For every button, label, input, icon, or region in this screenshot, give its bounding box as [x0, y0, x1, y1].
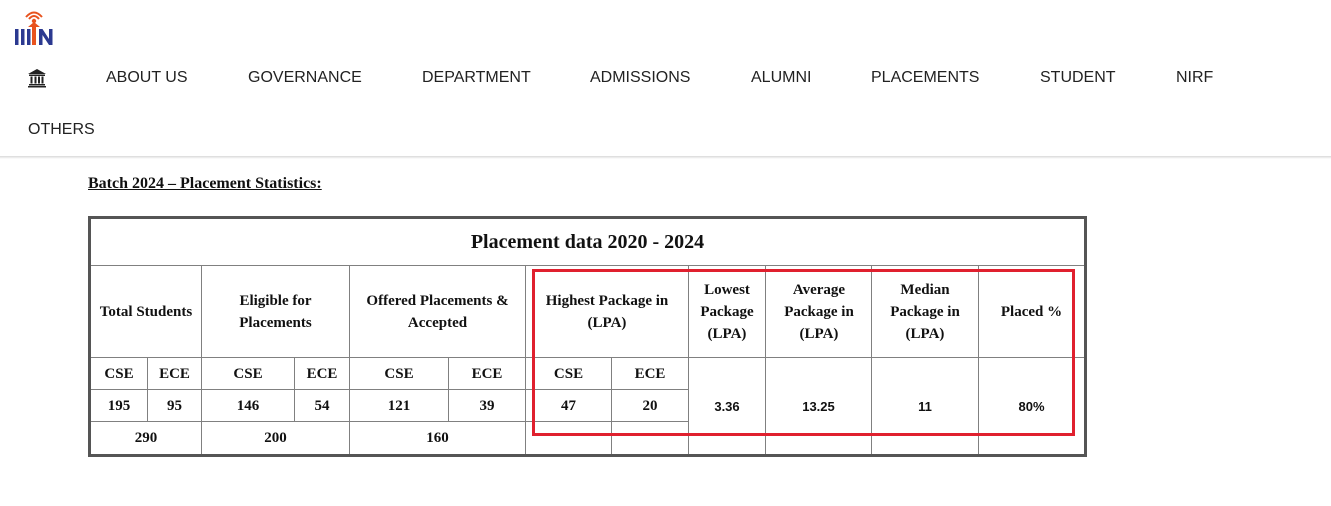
- table-line: [201, 265, 202, 454]
- value-lowest-package: 3.36: [714, 398, 740, 414]
- table-line: [91, 357, 1084, 358]
- nav-item-alumni[interactable]: ALUMNI: [751, 69, 812, 86]
- nav-item-placements[interactable]: PLACEMENTS: [871, 69, 980, 86]
- table-line: [525, 265, 526, 454]
- nav-item-nirf[interactable]: NIRF: [1176, 69, 1214, 86]
- header-highest-package: Highest Package in (LPA): [545, 292, 669, 331]
- nav-item-department[interactable]: DEPARTMENT: [422, 69, 531, 86]
- branch-ece: ECE: [159, 365, 190, 382]
- branch-ece: ECE: [471, 365, 503, 382]
- value-median-package: 11: [918, 398, 932, 414]
- value-highest-cse: 47: [561, 397, 576, 414]
- branch-cse: CSE: [104, 365, 134, 382]
- nav-item-admissions[interactable]: ADMISSIONS: [590, 69, 691, 86]
- value-eligible-cse: 146: [236, 397, 260, 414]
- nav-item-about-us[interactable]: ABOUT US: [106, 69, 188, 86]
- table-title: Placement data 2020 - 2024: [470, 231, 705, 253]
- header-placed-percent: Placed %: [1000, 303, 1063, 320]
- table-line: [349, 265, 350, 454]
- total-students-sum: 290: [134, 430, 158, 446]
- table-line: [91, 421, 688, 422]
- nav-item-governance[interactable]: GOVERNANCE: [248, 69, 362, 86]
- table-line: [147, 357, 148, 421]
- table-line: [611, 357, 612, 454]
- total-eligible-sum: 200: [264, 430, 287, 446]
- table-line: [688, 265, 689, 454]
- table-line: [978, 265, 979, 454]
- header-lowest-package: Lowest Package (LPA): [700, 281, 754, 342]
- header-total-students: Total Students: [99, 303, 193, 320]
- value-offered-ece: 39: [479, 397, 495, 414]
- section-title: Batch 2024 – Placement Statistics:: [88, 175, 322, 192]
- header-offered: Offered Placements & Accepted: [366, 292, 509, 331]
- table-line: [871, 265, 872, 454]
- value-total-ece: 95: [167, 397, 182, 414]
- table-line: [765, 265, 766, 454]
- branch-cse: CSE: [384, 365, 414, 382]
- value-total-cse: 195: [107, 397, 131, 414]
- value-highest-ece: 20: [642, 397, 658, 414]
- branch-ece: ECE: [634, 365, 666, 382]
- nav-item-others[interactable]: OTHERS: [28, 121, 95, 138]
- table-line: [448, 357, 449, 421]
- value-offered-cse: 121: [387, 397, 411, 414]
- value-average-package: 13.25: [802, 398, 835, 414]
- header-median-package: Median Package in (LPA): [890, 281, 960, 342]
- branch-cse: CSE: [233, 365, 263, 382]
- branch-ece: ECE: [306, 365, 338, 382]
- header-eligible: Eligible for Placements: [239, 292, 312, 331]
- table-line: [91, 389, 688, 390]
- iiitn-logo[interactable]: [12, 5, 56, 47]
- placement-table: [88, 216, 1087, 457]
- table-line: [294, 357, 295, 421]
- value-eligible-ece: 54: [314, 397, 330, 414]
- nav-divider: [0, 156, 1331, 159]
- value-placed-percent: 80%: [1018, 398, 1045, 414]
- branch-cse: CSE: [553, 365, 584, 382]
- table-line: [91, 265, 1084, 266]
- nav-item-student[interactable]: STUDENT: [1040, 69, 1116, 86]
- total-offered-sum: 160: [426, 430, 449, 446]
- header-average-package: Average Package in (LPA): [784, 281, 854, 342]
- institution-building-icon[interactable]: [27, 68, 47, 88]
